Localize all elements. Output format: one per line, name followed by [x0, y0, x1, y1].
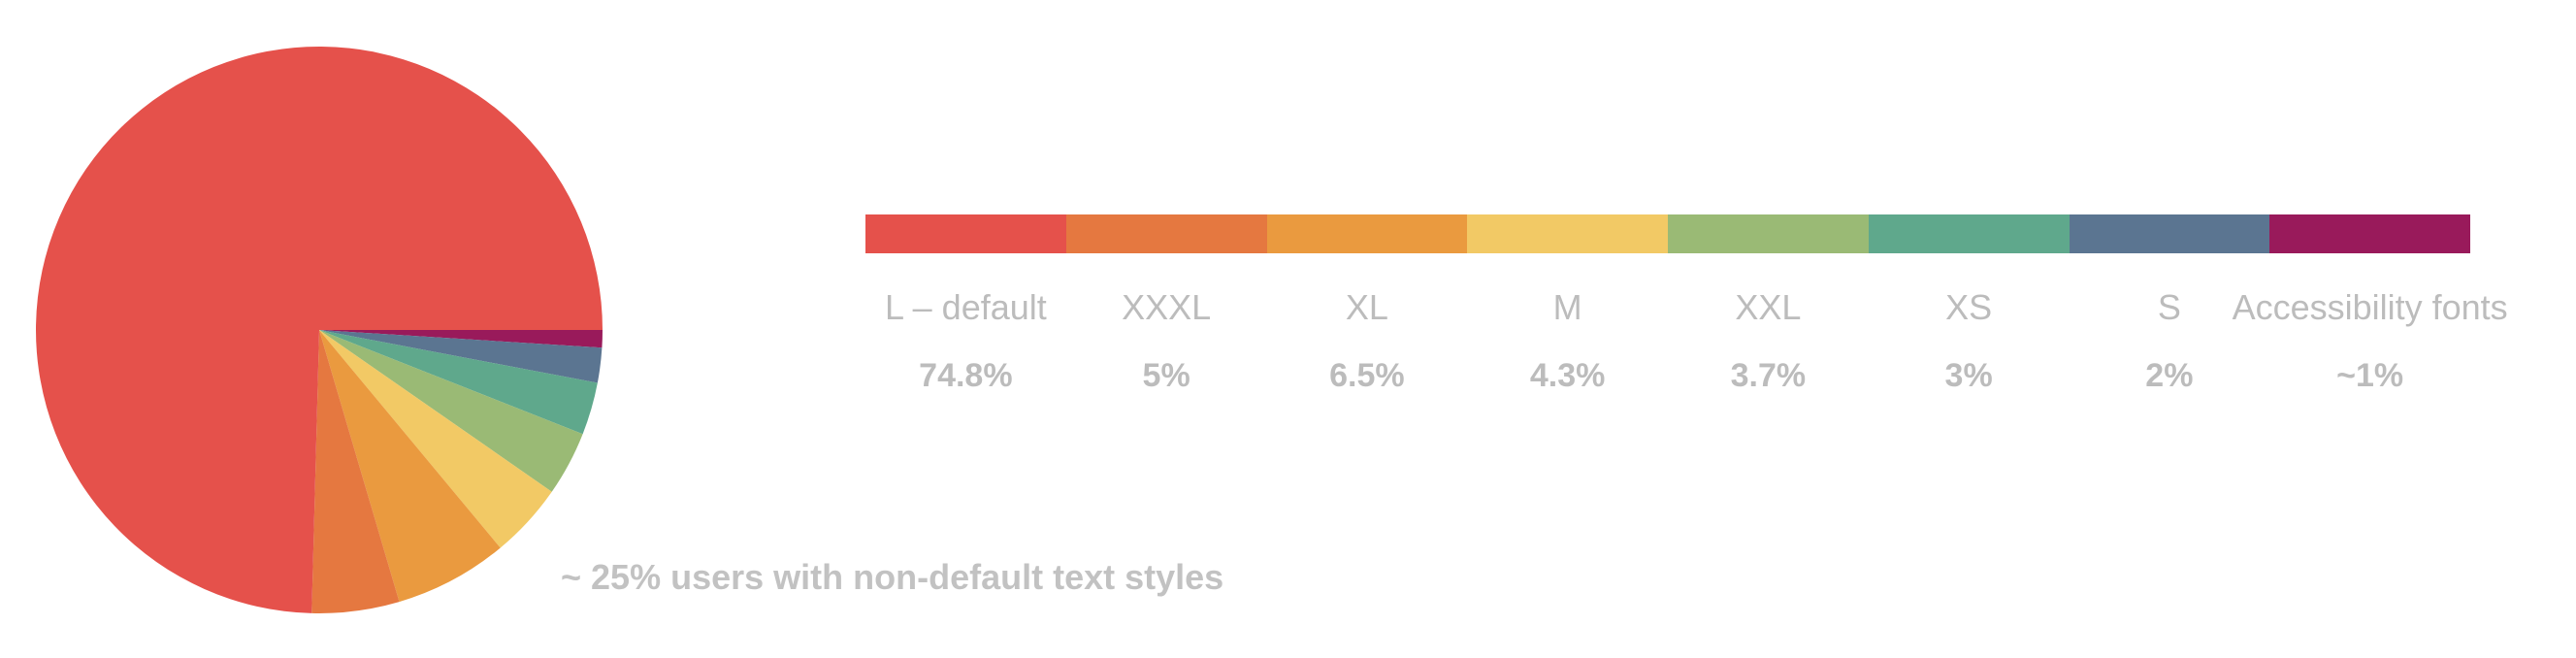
legend-swatch-accessibility-fonts [2269, 214, 2470, 253]
legend-value: 2% [2145, 357, 2194, 394]
legend-label: M [1552, 287, 1582, 327]
pie-slice-xs [319, 330, 598, 435]
legend-value: 3% [1944, 357, 1993, 394]
pie-slice-l-default [35, 47, 603, 613]
legend-item-xs: XS 3% [1869, 287, 2070, 404]
legend-value: 74.8% [919, 357, 1013, 394]
legend-swatch-xxl [1668, 214, 1869, 253]
legend-label: XS [1945, 287, 1993, 327]
legend-value: 6.5% [1329, 357, 1405, 394]
legend-item-xxxl: XXXL 5% [1066, 287, 1267, 404]
pie-slice-xxl [319, 330, 583, 492]
legend-value: 5% [1142, 357, 1190, 394]
pie-slice-accessibility-fonts [319, 330, 603, 348]
legend-swatch-xxxl [1065, 214, 1267, 253]
legend-item-m: M 4.3% [1467, 287, 1668, 404]
legend-item-s: S 2% [2070, 287, 2270, 404]
legend-label: XL [1345, 287, 1388, 327]
pie-slice-xxxl [311, 330, 400, 614]
legend-label: XXL [1735, 287, 1802, 327]
legend-value: 4.3% [1529, 357, 1606, 394]
legend-item-l-default: L – default 74.8% [865, 287, 1066, 404]
legend-item-xl: XL 6.5% [1267, 287, 1468, 404]
legend-item-accessibility-fonts: Accessibility fonts ~1% [2233, 287, 2508, 404]
legend-item-xxl: XXL 3.7% [1668, 287, 1869, 404]
pie-chart [35, 47, 603, 614]
legend-value: ~1% [2336, 357, 2404, 394]
pie-slice-xl [319, 330, 501, 603]
legend-swatch-xl [1266, 214, 1468, 253]
legend-value: 3.7% [1730, 357, 1807, 394]
pie-slice-s [319, 330, 603, 383]
legend-swatch-l-default [865, 214, 1066, 253]
legend-label: L – default [884, 287, 1047, 327]
legend-swatch-xs [1868, 214, 2070, 253]
legend-label: Accessibility fonts [2232, 287, 2508, 327]
pie-annotation: ~ 25% users with non-default text styles [561, 557, 1224, 597]
legend-swatch-m [1467, 214, 1668, 253]
legend-swatch-s [2069, 214, 2270, 253]
legend-label: XXXL [1122, 287, 1212, 327]
legend-labels: L – default 74.8% XXXL 5% XL 6.5% M 4.3% XXL 3.7%… [865, 287, 2508, 404]
legend-color-bar [865, 214, 2470, 253]
legend-label: S [2157, 287, 2181, 327]
pie-slice-m [319, 330, 552, 548]
